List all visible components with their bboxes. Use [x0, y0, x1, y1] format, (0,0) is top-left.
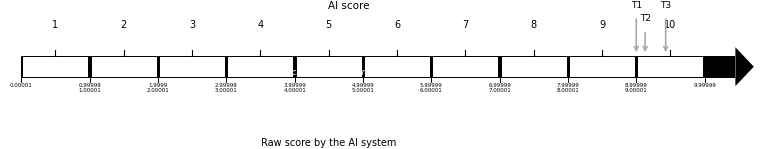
Text: Increased risk of breast cancer: Increased risk of breast cancer [284, 69, 414, 77]
Bar [296, 56, 362, 77]
Text: 0.00001: 0.00001 [10, 83, 33, 88]
Text: Raw score by the AI system: Raw score by the AI system [261, 138, 397, 148]
Bar [90, 56, 157, 77]
Text: 9.99999: 9.99999 [693, 83, 716, 88]
Text: 3.99999
4.00001: 3.99999 4.00001 [283, 83, 306, 93]
Text: 0.99999
1.00001: 0.99999 1.00001 [78, 83, 101, 93]
Text: 10: 10 [664, 20, 676, 30]
Text: 7: 7 [462, 20, 469, 30]
Text: 1: 1 [52, 20, 59, 30]
Bar [159, 56, 225, 77]
Text: AI score: AI score [328, 1, 370, 11]
Text: 2.99999
3.00001: 2.99999 3.00001 [215, 83, 238, 93]
Bar [227, 56, 293, 77]
Text: 5.99999
6.00001: 5.99999 6.00001 [420, 83, 442, 93]
Text: 4: 4 [258, 20, 264, 30]
Bar [22, 56, 88, 77]
Bar [21, 56, 736, 78]
Text: T1: T1 [631, 1, 642, 10]
Text: 8.99999
9.00001: 8.99999 9.00001 [625, 83, 648, 93]
Text: T3: T3 [660, 1, 671, 10]
Text: 4.99999
5.00001: 4.99999 5.00001 [352, 83, 374, 93]
Bar [364, 56, 430, 77]
Text: 9: 9 [599, 20, 605, 30]
Polygon shape [736, 47, 754, 86]
Bar [638, 56, 704, 77]
Text: 3: 3 [189, 20, 195, 30]
Text: 1.9999
2.00001: 1.9999 2.00001 [147, 83, 169, 93]
Bar [569, 56, 635, 77]
Text: 6: 6 [394, 20, 401, 30]
Text: 2: 2 [121, 20, 127, 30]
Text: 6.99999
7.00001: 6.99999 7.00001 [488, 83, 511, 93]
Text: T2: T2 [640, 14, 651, 23]
Bar [501, 56, 567, 77]
Text: 5: 5 [325, 20, 332, 30]
Text: 8: 8 [530, 20, 537, 30]
Bar [432, 56, 499, 77]
Text: 7.99999
8.00001: 7.99999 8.00001 [556, 83, 579, 93]
